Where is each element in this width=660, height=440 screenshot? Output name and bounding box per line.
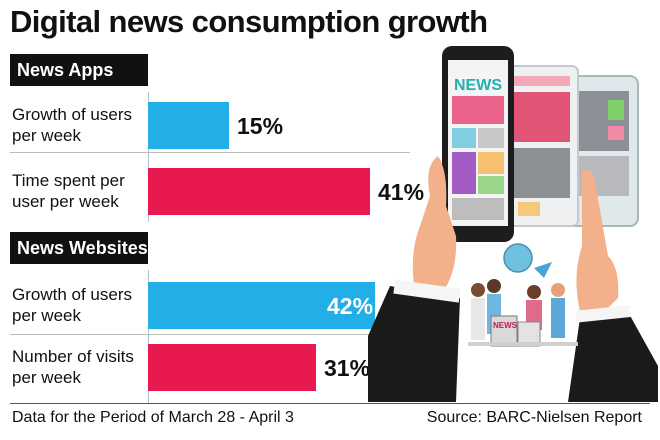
bar-websites-2 [148,344,316,391]
row-label-site-user-growth: Growth of users per week [12,285,132,325]
news-reading-illustration: NEWS NEWS [368,46,658,402]
bar-value-label: 42% [327,293,374,319]
bar-websites-1 [148,282,375,329]
footer-rule [10,403,650,404]
bar-value-label: 15% [237,113,284,139]
bar-value-label: 31% [324,355,371,381]
divider-vertical [148,92,149,222]
section-header-news-apps: News Apps [10,54,148,86]
left-hand-illustration [368,156,461,402]
bar-value-label: 41% [378,179,425,205]
row-label-site-visits: Number of visits per week [12,347,134,387]
row-separator [10,152,410,153]
sign-text: NEWS [493,321,518,330]
bar-apps-1 [148,102,229,149]
people-group-illustration: NEWS [468,243,578,347]
tablet-right-illustration [563,75,639,227]
phone-masthead: NEWS [454,77,502,94]
footer-note: Data for the Period of March 28 - April … [12,409,294,426]
row-label-app-user-growth: Growth of users per week [12,105,132,145]
phone-illustration: NEWS [442,46,514,242]
row-label-app-time-spent: Time spent per user per week [12,171,125,211]
bar-apps-2 [148,168,370,215]
footer-source: Source: BARC-Nielsen Report [426,409,642,426]
section-header-news-websites: News Websites [10,232,148,264]
tablet-middle-illustration [505,65,579,227]
row-separator [10,334,410,335]
chart-title: Digital news consumption growth [10,4,488,39]
right-hand-illustration [568,169,658,402]
divider-vertical [148,270,149,404]
